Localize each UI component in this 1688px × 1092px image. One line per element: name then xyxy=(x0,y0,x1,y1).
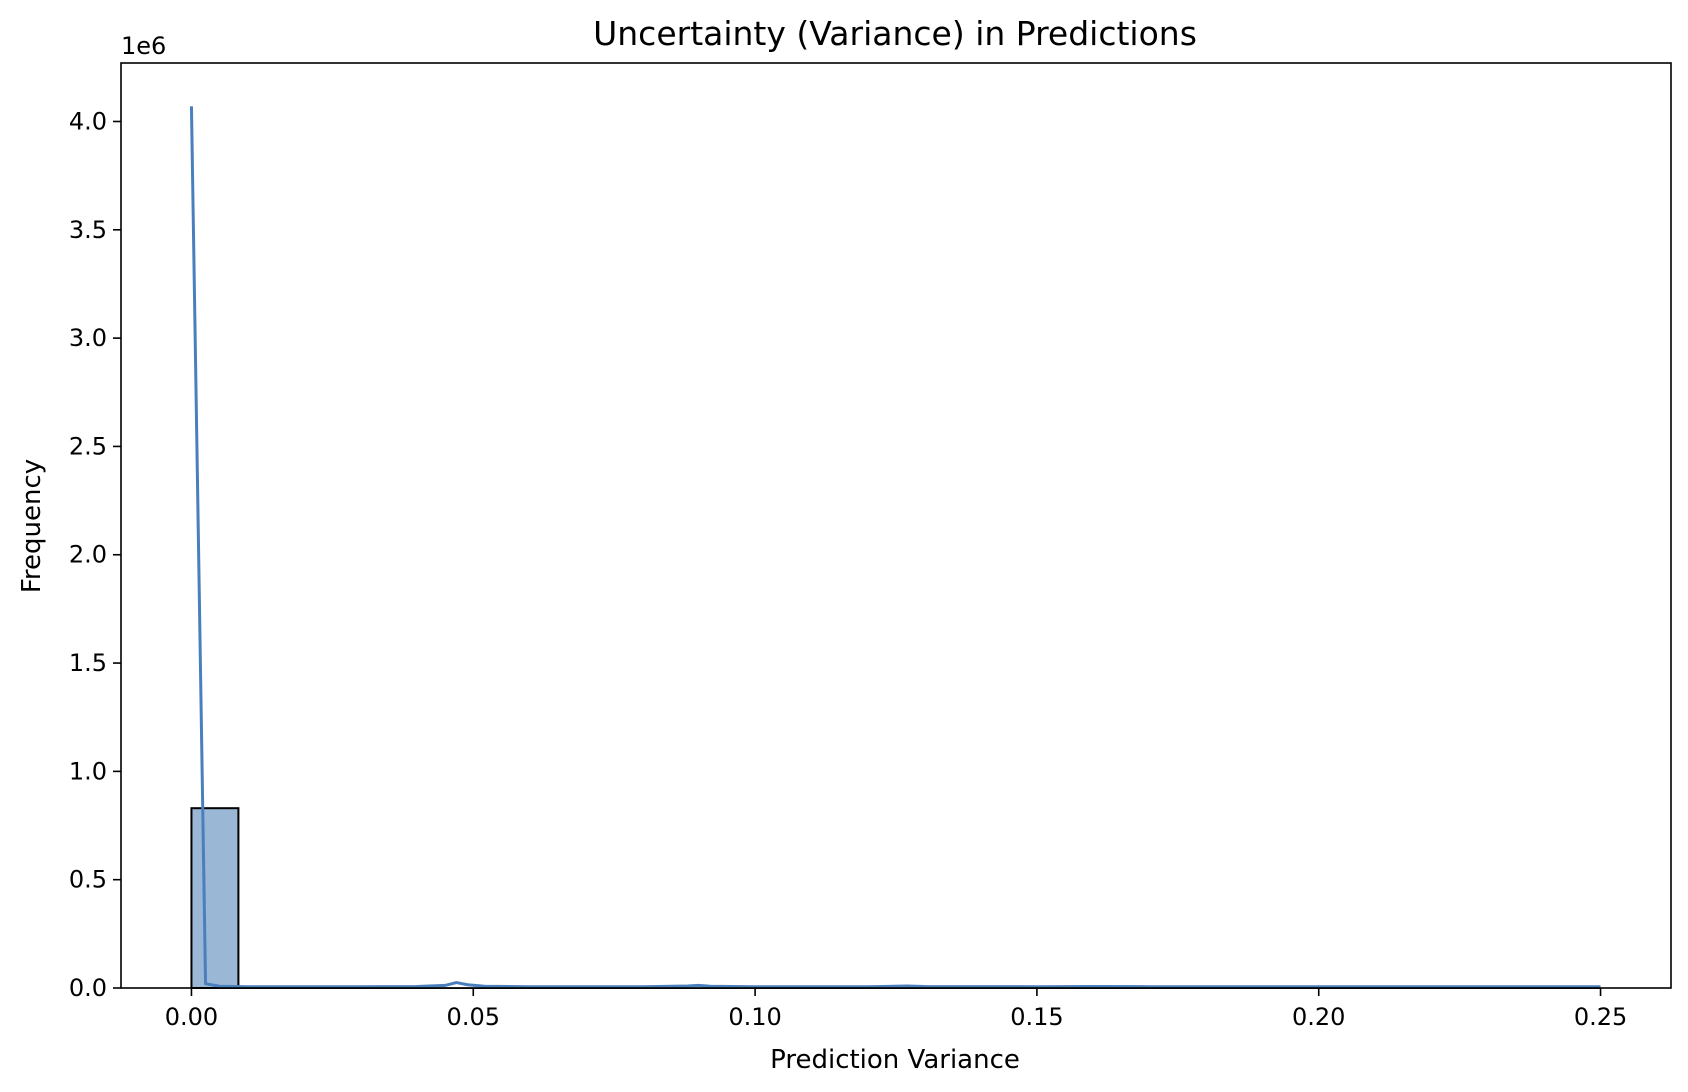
x-tick-label: 0.20 xyxy=(1292,1003,1345,1031)
y-tick-label: 2.0 xyxy=(69,541,107,569)
y-tick-label: 0.0 xyxy=(69,974,107,1002)
x-tick-label: 0.10 xyxy=(728,1003,781,1031)
y-tick-label: 0.5 xyxy=(69,866,107,894)
histogram-bar xyxy=(190,807,240,989)
y-tick-label: 3.5 xyxy=(69,216,107,244)
y-tick-label: 4.0 xyxy=(69,107,107,135)
y-tick-label: 1.5 xyxy=(69,649,107,677)
x-axis-ticks: 0.00 0.05 0.10 0.15 0.20 0.25 xyxy=(165,988,1627,1031)
kde-curve xyxy=(189,106,1601,989)
x-tick-label: 0.00 xyxy=(165,1003,218,1031)
x-tick-label: 0.25 xyxy=(1574,1003,1627,1031)
y-axis-ticks: 0.0 0.5 1.0 1.5 2.0 2.5 3.0 3.5 4.0 xyxy=(69,107,121,1002)
kde-curve-layer xyxy=(189,106,1601,989)
y-tick-label: 2.5 xyxy=(69,432,107,460)
x-tick-label: 0.15 xyxy=(1010,1003,1063,1031)
plot-area-frame xyxy=(120,62,1672,989)
x-tick-label: 0.05 xyxy=(447,1003,500,1031)
y-axis-label: Frequency xyxy=(17,459,47,593)
chart-title: Uncertainty (Variance) in Predictions xyxy=(593,14,1197,53)
x-axis-label: Prediction Variance xyxy=(770,1045,1020,1075)
y-tick-label: 1.0 xyxy=(69,757,107,785)
y-tick-label: 3.0 xyxy=(69,324,107,352)
y-axis-offset-label: 1e6 xyxy=(121,32,166,60)
